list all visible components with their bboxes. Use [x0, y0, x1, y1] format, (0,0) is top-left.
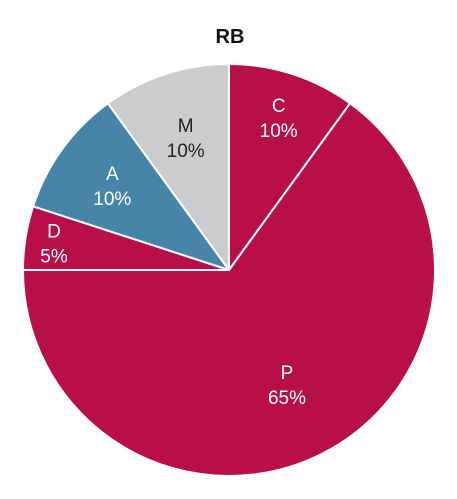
- slice-category-label: M: [178, 116, 194, 137]
- pie-slices: [23, 64, 435, 476]
- slice-category-label: D: [47, 221, 61, 242]
- slice-value-label: 10%: [167, 141, 205, 162]
- chart-title: RB: [216, 26, 245, 48]
- slice-category-label: C: [272, 96, 286, 117]
- slice-value-label: 65%: [268, 388, 306, 409]
- slice-category-label: A: [106, 164, 119, 185]
- slice-category-label: P: [281, 363, 294, 384]
- slice-value-label: 10%: [93, 189, 131, 210]
- slice-value-label: 5%: [40, 246, 68, 267]
- slice-value-label: 10%: [260, 121, 298, 142]
